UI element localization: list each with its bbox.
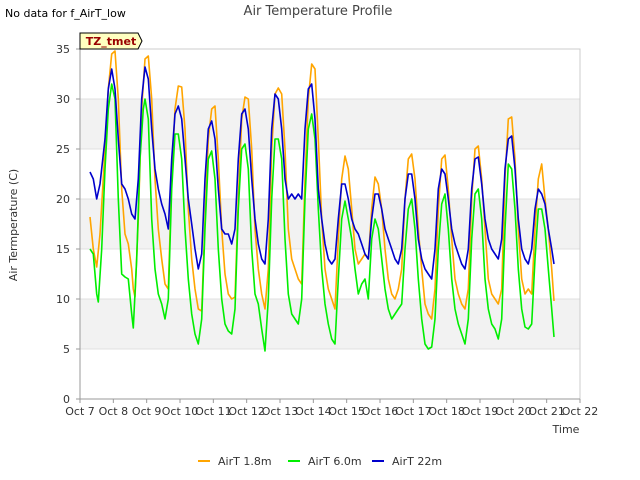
grid-band <box>80 299 580 349</box>
y-tick-label: 15 <box>56 243 70 256</box>
x-tick-label: Oct 18 <box>428 405 465 418</box>
x-tick-label: Oct 14 <box>295 405 332 418</box>
tz-annotation: TZ_tmet <box>79 32 143 50</box>
y-tick-label: 10 <box>56 293 70 306</box>
no-data-notice: No data for f_AirT_low <box>5 7 126 20</box>
x-tick-label: Oct 12 <box>228 405 265 418</box>
legend-item: AirT 6.0m <box>288 455 362 468</box>
tz-annotation-label: TZ_tmet <box>86 35 136 48</box>
y-tick-label: 35 <box>56 43 70 56</box>
grid-band <box>80 149 580 199</box>
x-tick-label: Oct 21 <box>528 405 565 418</box>
y-tick-label: 20 <box>56 193 70 206</box>
x-tick-label: Oct 8 <box>99 405 129 418</box>
x-tick-label: Oct 22 <box>562 405 599 418</box>
y-tick-label: 30 <box>56 93 70 106</box>
legend-item: AirT 1.8m <box>198 455 272 468</box>
x-tick-label: Oct 16 <box>362 405 399 418</box>
x-tick-label: Oct 11 <box>195 405 232 418</box>
y-axis: 0 5 10 15 20 25 30 35 <box>56 43 81 406</box>
y-tick-label: 5 <box>63 343 70 356</box>
legend-label: AirT 1.8m <box>218 455 272 468</box>
series-line <box>89 66 555 280</box>
x-tick-label: Oct 13 <box>262 405 299 418</box>
x-tick-label: Oct 15 <box>328 405 365 418</box>
x-tick-label: Oct 20 <box>495 405 532 418</box>
x-tick-label: Oct 17 <box>395 405 432 418</box>
legend-label: AirT 22m <box>392 455 442 468</box>
grid-band <box>80 49 580 99</box>
x-axis-label: Time <box>552 423 580 436</box>
grid-band <box>80 99 580 149</box>
y-tick-label: 0 <box>63 393 70 406</box>
series-line <box>89 83 555 352</box>
grid-band <box>80 349 580 399</box>
x-tick-label: Oct 19 <box>462 405 499 418</box>
series-lines <box>89 50 555 352</box>
legend-item: AirT 22m <box>372 455 442 468</box>
x-tick-label: Oct 7 <box>65 405 95 418</box>
y-tick-label: 25 <box>56 143 70 156</box>
y-axis-label: Air Termperature (C) <box>7 169 20 281</box>
x-tick-label: Oct 9 <box>132 405 162 418</box>
chart-title: Air Temperature Profile <box>244 4 393 19</box>
x-tick-label: Oct 10 <box>162 405 199 418</box>
legend: AirT 1.8m AirT 6.0m AirT 22m <box>198 455 442 468</box>
legend-label: AirT 6.0m <box>308 455 362 468</box>
